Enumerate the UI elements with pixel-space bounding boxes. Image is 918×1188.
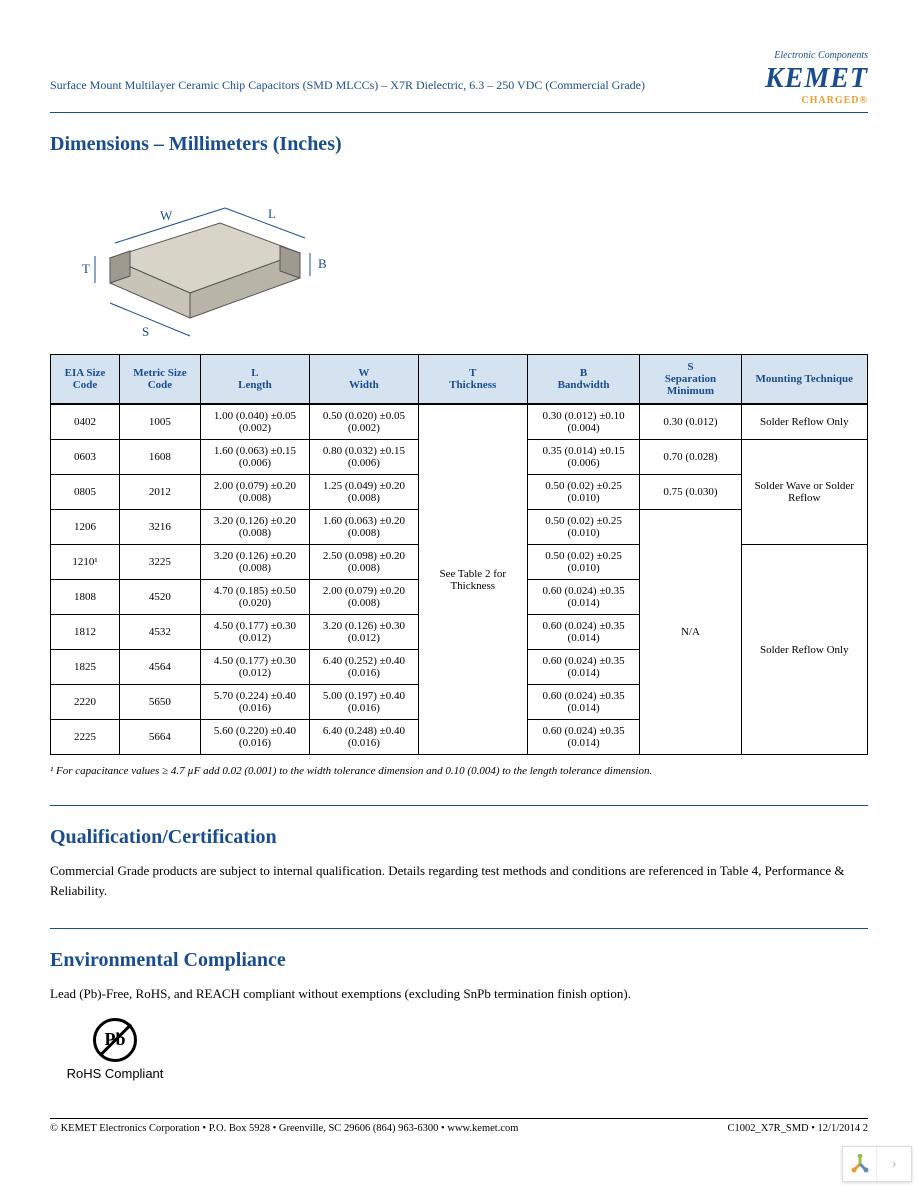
thickness-merged: See Table 2 for Thickness (418, 404, 527, 755)
sep-na: N/A (640, 510, 741, 755)
mount-reflow-1: Solder Reflow Only (741, 404, 867, 440)
qualification-text: Commercial Grade products are subject to… (50, 861, 868, 900)
footer-right: C1002_X7R_SMD • 12/1/2014 2 (728, 1123, 868, 1134)
pb-free-icon: Pb (93, 1018, 137, 1062)
section-dimensions-title: Dimensions – Millimeters (Inches) (50, 133, 868, 156)
th-thickness: TThickness (418, 355, 527, 405)
table-footnote: ¹ For capacitance values ≥ 4.7 µF add 0.… (50, 765, 868, 777)
mount-wave: Solder Wave or Solder Reflow (741, 440, 867, 545)
th-eia: EIA Size Code (51, 355, 120, 405)
chevron-right-icon[interactable]: › (877, 1147, 911, 1181)
header-rule (50, 112, 868, 113)
th-separation: SSeparation Minimum (640, 355, 741, 405)
logo-sub: CHARGED® (765, 95, 868, 106)
section-environmental-title: Environmental Compliance (50, 949, 868, 972)
diagram-label-b: B (318, 256, 327, 271)
th-mounting: Mounting Technique (741, 355, 867, 405)
logo-tagline: Electronic Components (765, 50, 868, 61)
th-length: LLength (200, 355, 309, 405)
environmental-text: Lead (Pb)-Free, RoHS, and REACH complian… (50, 984, 868, 1004)
divider-2 (50, 928, 868, 929)
diagram-label-l: L (268, 206, 276, 221)
diagram-label-t: T (82, 261, 90, 276)
logo-area: Electronic Components KEMET CHARGED® (765, 50, 868, 106)
dimensions-table: EIA Size Code Metric Size Code LLength W… (50, 354, 868, 755)
page-header: Surface Mount Multilayer Ceramic Chip Ca… (50, 50, 868, 106)
th-width: WWidth (310, 355, 419, 405)
share-icon[interactable] (843, 1147, 877, 1181)
divider-1 (50, 805, 868, 806)
share-widget[interactable]: › (842, 1146, 912, 1182)
footer-rule (50, 1118, 868, 1119)
table-row: 0402 1005 1.00 (0.040) ±0.05 (0.002) 0.5… (51, 404, 868, 440)
page-footer: © KEMET Electronics Corporation • P.O. B… (50, 1118, 868, 1134)
logo-text: KEMET (765, 63, 868, 95)
section-qualification-title: Qualification/Certification (50, 826, 868, 849)
chip-diagram: W L T B S (50, 168, 868, 342)
th-bandwidth: BBandwidth (527, 355, 640, 405)
rohs-text: RoHS Compliant (67, 1066, 164, 1081)
mount-reflow-2: Solder Reflow Only (741, 545, 867, 755)
doc-title: Surface Mount Multilayer Ceramic Chip Ca… (50, 78, 645, 93)
diagram-label-s: S (142, 324, 149, 338)
th-metric: Metric Size Code (120, 355, 201, 405)
footer-left: © KEMET Electronics Corporation • P.O. B… (50, 1123, 518, 1134)
diagram-label-w: W (160, 208, 173, 223)
rohs-badge: Pb RoHS Compliant (50, 1018, 180, 1081)
